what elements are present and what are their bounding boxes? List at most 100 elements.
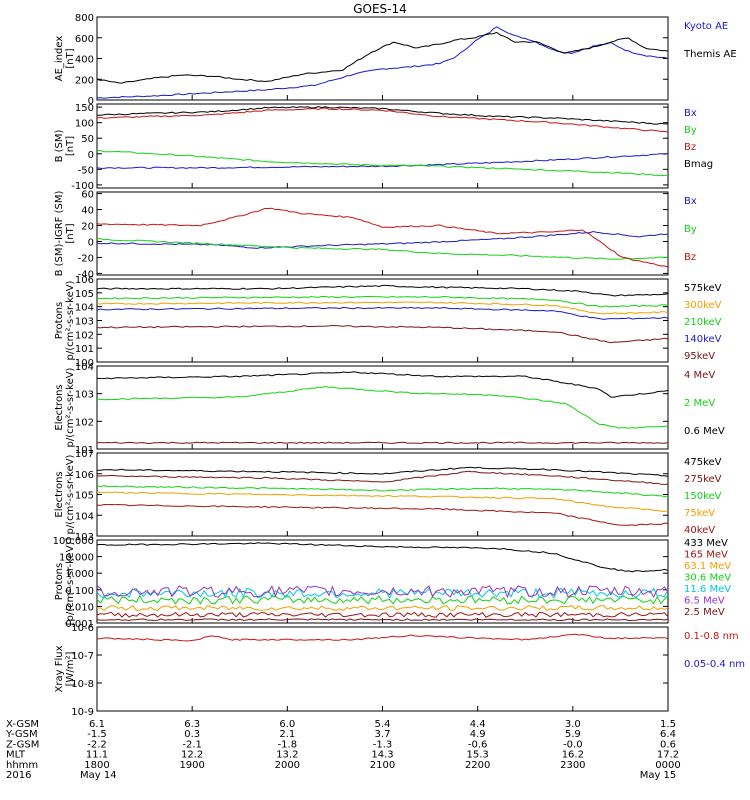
legend-label: Kyoto AE bbox=[684, 21, 728, 32]
series-line-210keV bbox=[96, 295, 669, 308]
y-tick-label: 107 bbox=[75, 449, 94, 460]
series-line-6.5-MeV bbox=[96, 584, 669, 599]
series-line-By bbox=[96, 149, 669, 177]
legend-label: 433 MeV bbox=[684, 538, 728, 549]
legend-label: 2.5 MeV bbox=[684, 607, 725, 618]
panel-frame bbox=[96, 626, 669, 712]
y-tick-label: 150 bbox=[75, 103, 94, 114]
y-tick-label: 50 bbox=[81, 134, 94, 145]
y-axis-label: Electrons bbox=[54, 471, 65, 517]
x-axis-value: 6.0 bbox=[279, 719, 295, 730]
series-line-165-MeV bbox=[96, 611, 669, 618]
y-tick-label: -100 bbox=[71, 181, 94, 192]
legend-label: 275keV bbox=[684, 474, 722, 485]
legend-label: 0.05-0.4 nm bbox=[684, 659, 745, 670]
y-tick-label: 103 bbox=[75, 390, 94, 401]
panel-1: 0 200 400 600 800 AE_index [nT] Kyoto AE Themis … bbox=[54, 13, 737, 107]
series-line-140keV bbox=[96, 306, 669, 320]
y-tick-label: 103 bbox=[75, 317, 94, 328]
series-line-575keV bbox=[96, 284, 669, 297]
panel-6: 103 104 105 106 107 Electrons p/(cm²-s-sr-keV)… bbox=[54, 449, 722, 543]
x-axis-value: 3.0 bbox=[565, 719, 581, 730]
y-tick-label: 100.000 bbox=[53, 536, 94, 547]
legend-label: 140keV bbox=[684, 334, 722, 345]
y-tick-label: 102 bbox=[75, 330, 94, 341]
y-axis-label: p/(cm²-s-sr-keV) bbox=[65, 454, 76, 534]
y-axis-label: [nT] bbox=[65, 223, 76, 243]
panel-frame bbox=[96, 452, 669, 537]
y-tick-label: 101 bbox=[75, 445, 94, 456]
panel-frame bbox=[96, 16, 669, 101]
y-axis-label: B (SM)-IGRF (SM) bbox=[54, 191, 65, 277]
y-tick-label: 20 bbox=[81, 222, 94, 233]
legend-label: 40keV bbox=[684, 525, 715, 536]
legend-label: By bbox=[684, 224, 697, 235]
series-line-Kyoto-AE bbox=[96, 26, 669, 99]
x-axis-value: 6.4 bbox=[660, 729, 676, 740]
y-axis-label: p/(cm²-s-sr-keV) bbox=[65, 280, 76, 360]
x-axis-value: -2.2 bbox=[87, 739, 107, 750]
y-tick-label: 0.010 bbox=[65, 602, 94, 613]
series-line-150keV bbox=[96, 485, 669, 498]
series-line-0.1-0.8-nm bbox=[96, 633, 669, 642]
x-axis-row-label: hhmm bbox=[6, 760, 38, 771]
x-axis-value: 12.2 bbox=[181, 750, 203, 761]
series-line-75keV bbox=[97, 491, 669, 513]
y-tick-label: 0 bbox=[88, 96, 94, 107]
legend-label: Themis AE bbox=[683, 49, 737, 60]
y-axis-label: [p/(cm²-s-sr-keV)] bbox=[65, 538, 76, 626]
series-line-Bz bbox=[96, 207, 669, 268]
y-axis-label: Protons bbox=[54, 302, 65, 339]
panel-2: -100 -50 0 50 100 150 B (SM) [nT] Bx By Bz Bmag bbox=[54, 103, 713, 192]
legend-label: Bz bbox=[684, 252, 696, 263]
legend-label: 0.1-0.8 nm bbox=[684, 631, 739, 642]
y-tick-label: 10.000 bbox=[59, 553, 94, 564]
y-tick-label: 40 bbox=[81, 206, 94, 217]
x-axis-value: 5.4 bbox=[375, 719, 391, 730]
x-axis-value: 11.1 bbox=[86, 750, 108, 761]
series-line-95keV bbox=[96, 324, 669, 344]
x-axis-row-label: Z-GSM bbox=[6, 739, 39, 750]
legend-label: 300keV bbox=[684, 300, 722, 311]
y-axis-label: Protons bbox=[54, 563, 65, 600]
y-axis-label: B (SM) bbox=[54, 129, 65, 162]
legend-label: 63.1 MeV bbox=[684, 561, 731, 572]
y-axis-label: Xray Flux bbox=[54, 645, 65, 692]
legend-label: By bbox=[684, 125, 697, 136]
y-tick-label: 60 bbox=[81, 190, 94, 201]
x-axis-value: 3.7 bbox=[375, 729, 391, 740]
y-tick-label: 100 bbox=[75, 119, 94, 130]
series-line-433-MeV bbox=[96, 542, 669, 573]
y-tick-label: 104 bbox=[75, 303, 94, 314]
legend-label: 150keV bbox=[684, 491, 722, 502]
x-axis-value: 2100 bbox=[370, 760, 395, 771]
legend-label: Bx bbox=[684, 196, 697, 207]
x-axis-value: May 15 bbox=[640, 770, 677, 781]
y-tick-label: 104 bbox=[75, 511, 94, 522]
x-axis-value: 2000 bbox=[275, 760, 300, 771]
legend-label: Bmag bbox=[684, 159, 713, 170]
x-axis-value: 4.9 bbox=[470, 729, 486, 740]
x-axis-value: -0.0 bbox=[563, 739, 583, 750]
x-axis-value: 15.3 bbox=[467, 750, 489, 761]
y-tick-label: -20 bbox=[78, 253, 94, 264]
series-line-40keV bbox=[96, 503, 669, 527]
y-tick-label: 0 bbox=[88, 150, 94, 161]
y-axis-label: Electrons bbox=[54, 384, 65, 430]
y-tick-label: 200 bbox=[75, 75, 94, 86]
x-axis-value: 2.1 bbox=[279, 729, 295, 740]
x-axis-value: 5.9 bbox=[565, 729, 581, 740]
series-line-4-MeV bbox=[97, 441, 669, 444]
x-axis-value: -0.6 bbox=[468, 739, 488, 750]
legend-label: 4 MeV bbox=[684, 370, 715, 381]
y-axis-label: [nT] bbox=[65, 48, 76, 68]
x-axis-value: 13.2 bbox=[276, 750, 298, 761]
legend-label: 2 MeV bbox=[684, 398, 715, 409]
legend-label: 0.6 MeV bbox=[684, 426, 725, 437]
legend-label: 95keV bbox=[684, 351, 715, 362]
y-tick-label: 10-6 bbox=[71, 623, 94, 634]
legend-label: Bx bbox=[684, 108, 697, 119]
y-tick-label: 10-7 bbox=[71, 651, 94, 662]
